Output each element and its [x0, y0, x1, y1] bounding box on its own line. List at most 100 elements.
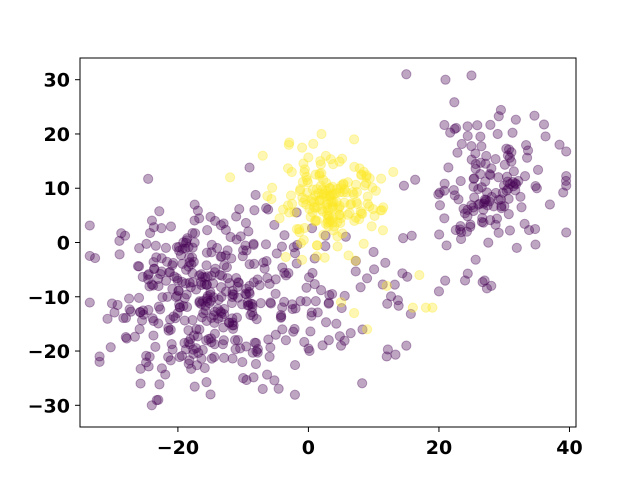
data-point-series-0	[133, 292, 145, 303]
data-point-series-0	[252, 347, 263, 358]
data-point-series-1	[370, 185, 381, 196]
data-point-series-1	[321, 177, 332, 189]
data-point-series-0	[185, 282, 196, 293]
data-point-series-0	[466, 154, 477, 165]
data-point-series-0	[323, 335, 334, 346]
data-point-series-1	[299, 164, 310, 175]
data-point-series-0	[450, 224, 461, 236]
data-point-series-1	[356, 170, 367, 181]
data-point-series-1	[321, 190, 332, 201]
data-point-series-1	[319, 252, 330, 263]
data-point-series-0	[377, 279, 388, 290]
data-point-series-0	[465, 219, 476, 230]
data-point-series-1	[310, 169, 321, 180]
data-point-series-1	[300, 194, 311, 205]
data-point-series-0	[168, 257, 179, 269]
data-point-series-0	[188, 256, 199, 267]
data-point-series-0	[216, 311, 227, 323]
data-point-series-1	[333, 202, 345, 213]
data-point-series-0	[213, 313, 224, 324]
data-point-series-0	[441, 240, 452, 251]
data-point-series-0	[223, 317, 235, 328]
data-point-series-0	[226, 253, 237, 264]
data-point-series-0	[227, 285, 238, 296]
data-point-series-1	[301, 199, 312, 210]
data-point-series-0	[123, 293, 135, 304]
data-point-series-0	[183, 261, 194, 272]
data-point-series-0	[261, 369, 273, 380]
data-point-series-1	[323, 221, 334, 232]
data-point-series-0	[448, 184, 459, 196]
data-point-series-1	[322, 199, 333, 210]
data-point-series-0	[208, 310, 220, 321]
data-point-series-0	[292, 239, 303, 251]
data-point-series-0	[185, 334, 196, 345]
data-point-series-0	[164, 266, 176, 278]
data-point-series-0	[196, 269, 207, 280]
data-point-series-1	[349, 307, 360, 319]
data-point-series-0	[520, 140, 532, 151]
data-point-series-0	[233, 277, 244, 288]
data-point-series-1	[345, 199, 356, 210]
data-point-series-0	[254, 280, 265, 291]
data-point-series-0	[335, 340, 347, 351]
data-point-series-0	[478, 204, 489, 215]
data-point-series-0	[561, 180, 572, 191]
data-point-series-1	[314, 195, 325, 206]
data-point-series-0	[304, 345, 315, 357]
data-point-series-0	[170, 313, 181, 324]
data-point-series-0	[167, 283, 178, 294]
data-point-series-0	[204, 297, 215, 309]
data-point-series-0	[264, 351, 275, 362]
data-point-series-1	[316, 194, 327, 205]
data-point-series-0	[227, 320, 238, 331]
data-point-series-0	[241, 374, 252, 386]
data-point-series-0	[156, 253, 167, 264]
data-point-series-0	[155, 304, 166, 315]
data-point-series-0	[231, 312, 243, 323]
data-point-series-1	[262, 191, 273, 202]
data-point-series-0	[466, 200, 477, 211]
data-point-series-1	[328, 196, 339, 207]
data-point-series-0	[209, 306, 220, 317]
data-point-series-0	[205, 389, 216, 400]
data-point-series-0	[275, 312, 286, 323]
data-point-series-0	[184, 257, 195, 268]
data-point-series-0	[174, 302, 186, 313]
data-point-series-0	[244, 162, 255, 173]
data-point-series-0	[153, 318, 164, 329]
data-point-series-1	[225, 172, 236, 183]
data-point-series-0	[182, 233, 193, 244]
data-point-series-1	[299, 222, 310, 234]
data-point-series-1	[289, 207, 300, 218]
data-point-series-1	[324, 210, 335, 221]
data-point-series-1	[314, 195, 325, 206]
data-point-series-0	[521, 152, 533, 163]
data-point-series-0	[273, 383, 284, 394]
data-point-series-0	[301, 296, 312, 307]
data-point-series-0	[183, 325, 194, 336]
data-point-series-0	[143, 274, 154, 285]
data-point-series-0	[201, 377, 212, 388]
data-point-series-1	[361, 177, 372, 189]
data-point-series-0	[561, 146, 572, 157]
data-point-series-0	[171, 273, 183, 284]
data-point-series-1	[334, 156, 345, 167]
data-point-series-0	[248, 277, 259, 288]
data-point-series-0	[177, 243, 188, 254]
data-point-series-1	[350, 212, 361, 223]
data-point-series-1	[335, 183, 346, 194]
data-point-series-0	[94, 351, 105, 362]
data-point-series-0	[242, 300, 253, 311]
data-point-series-0	[109, 307, 120, 318]
data-point-series-0	[164, 267, 175, 278]
data-point-series-0	[530, 180, 541, 192]
data-point-series-0	[227, 313, 238, 324]
data-point-series-0	[137, 305, 149, 316]
data-point-series-0	[522, 145, 534, 156]
data-point-series-0	[459, 275, 471, 286]
data-point-series-0	[153, 280, 164, 292]
data-point-series-0	[162, 291, 173, 302]
data-point-series-0	[201, 279, 212, 290]
